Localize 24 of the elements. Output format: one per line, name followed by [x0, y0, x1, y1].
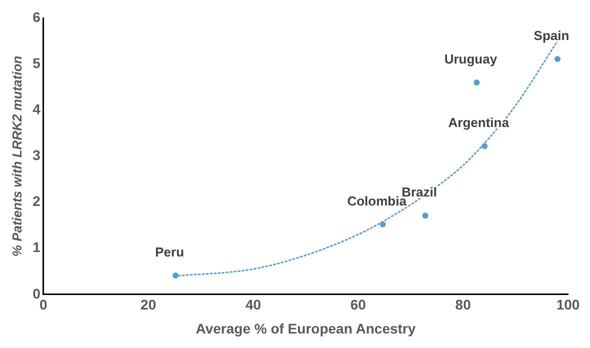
y-tick-label: 2 [32, 193, 41, 210]
data-label: Spain [534, 28, 570, 44]
x-tick-label: 100 [556, 296, 580, 313]
x-tick-label: 40 [245, 296, 262, 313]
x-tick-label: 80 [455, 296, 472, 313]
x-tick-label: 20 [140, 296, 156, 313]
y-tick-label: 3 [32, 147, 41, 164]
y-tick-label: 4 [32, 100, 41, 117]
point [422, 212, 428, 219]
point [380, 221, 386, 228]
point [474, 79, 480, 86]
y-tick-label: 0 [32, 285, 41, 302]
y-tick-label: 6 [32, 8, 41, 25]
x-tick-label: 60 [350, 296, 366, 313]
data-label: Argentina [448, 115, 510, 130]
data-label: Peru [155, 244, 184, 260]
data-label: Uruguay [444, 52, 498, 67]
y-tick-label: 1 [32, 239, 41, 256]
y-tick-label: 5 [32, 54, 41, 71]
point [554, 56, 561, 62]
point [172, 272, 179, 279]
point [482, 143, 488, 150]
x-axis-title: Average % of European Ancestry [196, 320, 416, 336]
y-axis-title: % Patients with LRRK2 mutation [9, 56, 24, 257]
